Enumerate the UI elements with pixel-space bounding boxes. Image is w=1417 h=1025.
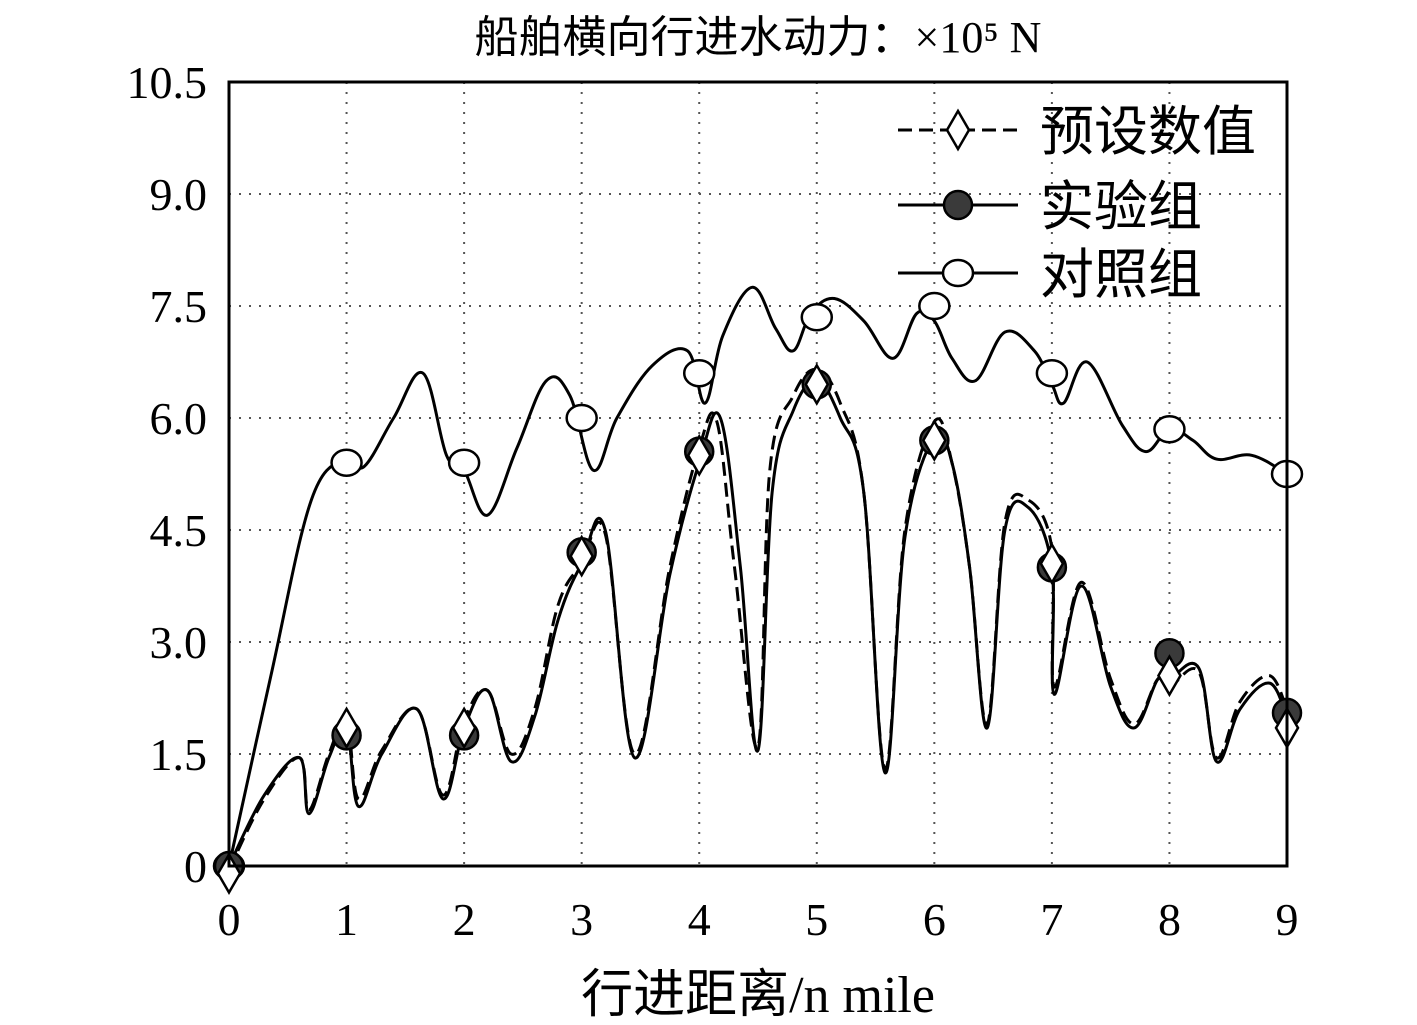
chart-title: 船舶横向行进水动力：×10⁵ N [475,13,1042,62]
plot-frame [227,80,1289,868]
y-tick-label-4: 6.0 [150,393,208,444]
x-tick-label-1: 1 [335,894,358,945]
legend-item-0: 预设数值 [898,102,1256,162]
x-axis-title: 行进距离/n mile [581,967,935,1024]
series-2-point-5 [800,302,834,332]
series-2-markers [212,291,1304,881]
series-2-point-3 [565,403,598,433]
series-0-point-8 [1157,654,1182,698]
series-0 [227,367,1289,871]
y-tick-label-1: 1.5 [150,729,208,780]
legend-marker-2 [941,258,975,288]
series-2-point-7 [1035,358,1069,388]
y-tick-label-0: 0 [184,841,207,892]
series-0-line [227,367,1289,871]
legend-marker-0 [945,108,971,152]
series-2-point-6 [918,291,951,321]
legend-marker-1 [942,189,974,221]
series-0-point-5 [804,362,830,406]
legend-label-2: 对照组 [1040,245,1202,305]
legend-label-0: 预设数值 [1040,102,1256,162]
legend-label-1: 实验组 [1040,177,1202,237]
series-2-point-8 [1153,414,1186,444]
x-tick-label-5: 5 [805,894,828,945]
x-tick-label-3: 3 [570,894,593,945]
series-2-point-2 [447,448,481,478]
series-2-point-4 [682,358,716,388]
series-group [212,285,1304,895]
x-tick-label-6: 6 [923,894,946,945]
x-axis-tick-labels: 0 1 2 3 4 5 6 7 8 9 [218,894,1299,945]
legend-item-2: 对照组 [898,245,1202,305]
x-tick-label-9: 9 [1276,894,1299,945]
y-axis-tick-labels: 0 1.5 3.0 4.5 6.0 7.5 9.0 10.5 [127,57,208,892]
series-2 [227,285,1288,867]
series-1-line [227,379,1289,867]
y-tick-label-6: 9.0 [150,169,208,220]
series-2-point-1 [330,448,363,478]
x-tick-label-7: 7 [1040,894,1063,945]
series-0-point-4 [686,433,712,477]
x-tick-label-4: 4 [688,894,711,945]
legend-item-1: 实验组 [898,177,1202,237]
series-0-point-2 [451,706,477,750]
series-0-point-7 [1039,542,1065,586]
series-0-point-1 [334,706,359,750]
x-tick-label-2: 2 [453,894,476,945]
x-tick-label-0: 0 [218,894,241,945]
series-1 [227,379,1289,867]
series-0-point-6 [921,418,947,462]
y-tick-label-3: 4.5 [150,505,208,556]
series-0-markers [216,362,1300,895]
y-tick-label-5: 7.5 [150,281,208,332]
y-tick-label-2: 3.0 [150,617,208,668]
series-2-line [227,285,1288,867]
x-tick-label-8: 8 [1158,894,1181,945]
y-tick-label-7: 10.5 [127,57,208,108]
series-0-point-3 [569,534,595,578]
